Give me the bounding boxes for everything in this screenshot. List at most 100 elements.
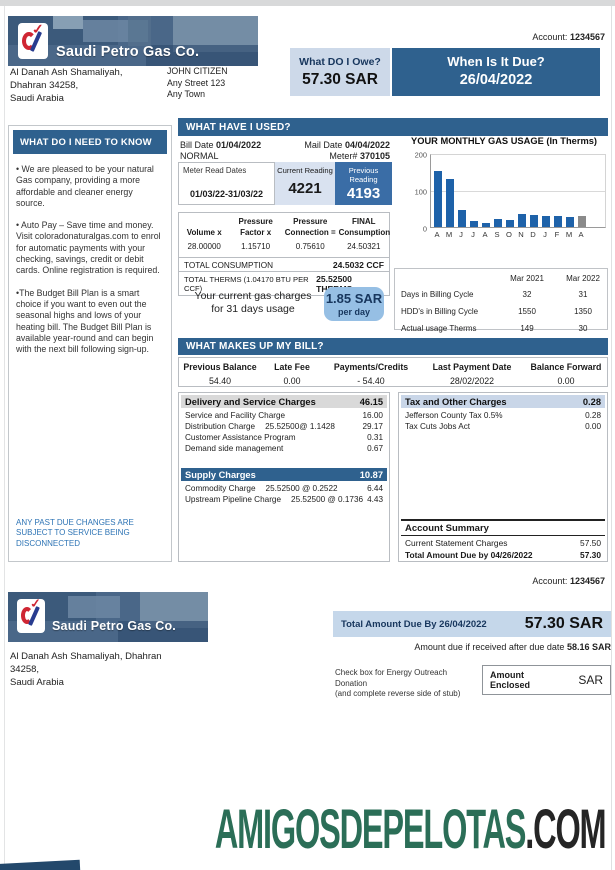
bullet-item: • We are pleased to be your natural Gas … bbox=[16, 164, 154, 208]
amount-enclosed-field[interactable]: Amount Enclosed SAR bbox=[482, 665, 611, 695]
currency-label: SAR bbox=[578, 673, 603, 687]
mail-date: Mail Date 04/04/2022 bbox=[304, 140, 390, 150]
charge-row: Commodity Charge 25.52500 @ 0.2522 6.44 bbox=[185, 484, 383, 493]
charge-row: Upstream Pipeline Charge 25.52500 @ 0.17… bbox=[185, 495, 383, 504]
usage-bar bbox=[482, 223, 490, 227]
bill-summary-box: Previous Balance Late Fee Payments/Credi… bbox=[178, 357, 608, 387]
total-due-bar: Total Amount Due By 26/04/2022 57.30 SAR bbox=[333, 611, 611, 637]
owe-amount: 57.30 SAR bbox=[302, 71, 378, 88]
summary-row: Current Statement Charges 57.50 bbox=[405, 538, 601, 548]
delivery-charges-header: Delivery and Service Charges 46.15 bbox=[181, 395, 387, 408]
x-label: S bbox=[494, 230, 500, 239]
account-summary-title: Account Summary bbox=[401, 519, 605, 536]
bullet-item: • Auto Pay – Save time and money. Visit … bbox=[16, 220, 161, 276]
usage-bar bbox=[566, 217, 574, 227]
x-label: F bbox=[554, 230, 560, 239]
account-number-top: Account: 1234567 bbox=[532, 32, 605, 42]
need-to-know-bullets: • We are pleased to be your natural Gas … bbox=[9, 158, 171, 355]
current-reading-cell: Current Reading 4221 bbox=[275, 162, 335, 205]
tax-summary-box: Tax and Other Charges 0.28 Jefferson Cou… bbox=[398, 392, 608, 562]
scan-edge-top bbox=[0, 0, 615, 6]
company-logo-banner: ✓ Saudi Petro Gas Co. bbox=[8, 16, 258, 66]
check-icon: ✓ bbox=[28, 597, 43, 611]
used-section-header: WHAT HAVE I USED? bbox=[178, 118, 608, 136]
total-consumption-row: TOTAL CONSUMPTION 24.5032 CCF bbox=[179, 257, 389, 271]
table-row: HDD's in Billing Cycle 1550 1350 bbox=[401, 307, 592, 316]
usage-bar bbox=[542, 216, 550, 227]
x-label: O bbox=[506, 230, 512, 239]
due-date: 26/04/2022 bbox=[459, 72, 533, 88]
x-label: D bbox=[530, 230, 536, 239]
charge-row: Demand side management 0.67 bbox=[185, 444, 383, 453]
chart-plot-area: 200 100 0 bbox=[415, 151, 606, 234]
charge-row: Tax Cuts Jobs Act 0.00 bbox=[405, 422, 601, 431]
supply-charges-header: Supply Charges 10.87 bbox=[181, 468, 387, 481]
per-day-note: Your current gas charges for 31 days usa… bbox=[194, 290, 312, 315]
check-icon: ✓ bbox=[30, 20, 46, 38]
chart-title: YOUR MONTHLY GAS USAGE (In Therms) bbox=[411, 136, 597, 146]
y-tick-0: 0 bbox=[422, 224, 427, 234]
usage-bar bbox=[506, 220, 514, 227]
usage-bar bbox=[578, 216, 586, 227]
usage-bar bbox=[470, 221, 478, 227]
due-title: When Is It Due? bbox=[447, 54, 545, 69]
meter-read-dates-cell: Meter Read Dates 01/03/22-31/03/22 bbox=[178, 162, 275, 205]
y-tick-200: 200 bbox=[414, 150, 427, 160]
customer-address: JOHN CITIZEN Any Street 123 Any Town bbox=[167, 66, 228, 99]
x-label: A bbox=[434, 230, 440, 239]
usage-bar bbox=[554, 216, 562, 227]
charge-row: Service and Facility Charge 16.00 bbox=[185, 411, 383, 420]
past-due-disclaimer: ANY PAST DUE CHANGES ARE SUBJECT TO SERV… bbox=[16, 517, 134, 548]
company-logo-icon: ✓ bbox=[18, 20, 48, 59]
usage-bar bbox=[458, 210, 466, 227]
usage-bar bbox=[434, 171, 442, 227]
bullet-item: •The Budget Bill Plan is a smart choice … bbox=[16, 287, 154, 355]
usage-bar bbox=[530, 215, 538, 227]
x-label: J bbox=[459, 230, 463, 239]
charge-row: Distribution Charge 25.52500@ 1.1428 29.… bbox=[185, 422, 383, 431]
usage-bar bbox=[446, 179, 454, 227]
x-label: N bbox=[518, 230, 524, 239]
company-address-stub: Al Danah Ash Shamaliyah, Dhahran 34258, … bbox=[10, 651, 162, 688]
charge-row: Customer Assistance Program 0.31 bbox=[185, 433, 383, 442]
x-label: A bbox=[578, 230, 584, 239]
x-label: J bbox=[543, 230, 547, 239]
watermark-suffix: .COM bbox=[524, 797, 606, 860]
volume-table: Pressure Pressure FINAL Volume x Factor … bbox=[178, 212, 390, 296]
usage-bar bbox=[494, 219, 502, 227]
need-to-know-title: WHAT DO I NEED TO KNOW bbox=[13, 130, 167, 154]
account-summary: Account Summary Current Statement Charge… bbox=[401, 519, 605, 560]
meter-read-box: Meter Read Dates 01/03/22-31/03/22 Curre… bbox=[178, 162, 392, 205]
company-logo-icon: ✓ bbox=[17, 597, 45, 633]
usage-bar bbox=[518, 214, 526, 227]
watermark: AMIGOSDEPELOTAS.COM bbox=[214, 796, 606, 861]
read-type: NORMAL bbox=[180, 151, 219, 161]
charge-row: Jefferson County Tax 0.5% 0.28 bbox=[405, 411, 601, 420]
y-tick-100: 100 bbox=[414, 187, 427, 197]
what-do-i-owe-box: What DO I Owe? 57.30 SAR bbox=[290, 48, 390, 96]
table-row: Days in Billing Cycle 32 31 bbox=[401, 290, 588, 299]
donation-note: Check box for Energy Outreach Donation (… bbox=[335, 668, 461, 698]
billing-compare-table: Mar 2021 Mar 2022 Days in Billing Cycle … bbox=[394, 268, 608, 333]
owe-title: What DO I Owe? bbox=[299, 56, 381, 68]
x-label: A bbox=[482, 230, 488, 239]
usage-bars bbox=[433, 155, 605, 227]
tax-charges-header: Tax and Other Charges 0.28 bbox=[401, 395, 605, 408]
bill-section-header: WHAT MAKES UP MY BILL? bbox=[178, 338, 608, 355]
per-day-box: 1.85 SAR per day bbox=[324, 287, 384, 321]
need-to-know-panel: WHAT DO I NEED TO KNOW • We are pleased … bbox=[8, 125, 172, 562]
late-amount-line: Amount due if received after due date 58… bbox=[414, 642, 611, 652]
table-row: Actual usage Therms 149 30 bbox=[401, 324, 588, 333]
company-name: Saudi Petro Gas Co. bbox=[56, 44, 200, 60]
company-name-stub: Saudi Petro Gas Co. bbox=[52, 619, 176, 633]
company-address: Al Danah Ash Shamaliyah, Dhahran 34258, … bbox=[10, 67, 123, 104]
compare-header-row: Mar 2021 Mar 2022 bbox=[510, 274, 600, 283]
x-label: M bbox=[565, 230, 573, 239]
summary-row-total: Total Amount Due by 04/26/2022 57.30 bbox=[405, 550, 601, 560]
scan-artifact bbox=[0, 859, 81, 870]
monthly-usage-chart: YOUR MONTHLY GAS USAGE (In Therms) 200 1… bbox=[398, 136, 610, 239]
watermark-main: AMIGOSDEPELOTAS bbox=[214, 797, 526, 860]
delivery-supply-box: Delivery and Service Charges 46.15 Servi… bbox=[178, 392, 390, 562]
